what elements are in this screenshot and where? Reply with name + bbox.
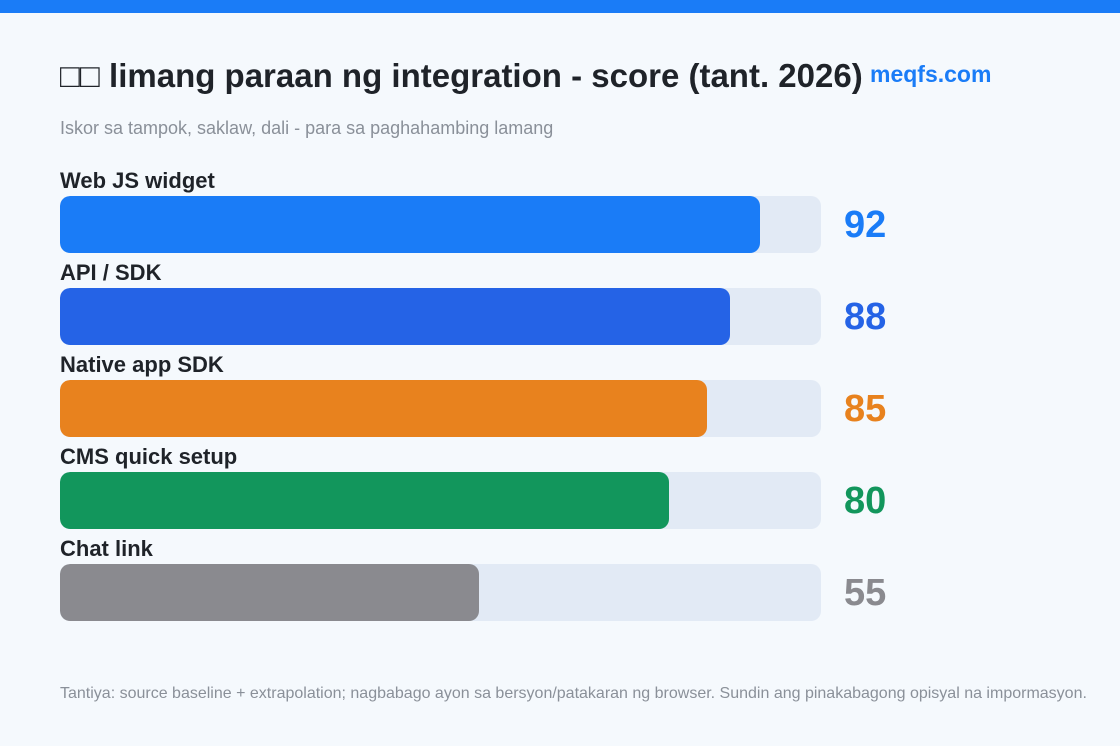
bar-cms-quick-setup xyxy=(60,472,669,529)
bar-row-api-sdk: API / SDK 88 xyxy=(60,260,960,352)
bar-row-cms-quick-setup: CMS quick setup 80 xyxy=(60,444,960,536)
bar-track xyxy=(60,564,821,621)
category-label: Web JS widget xyxy=(60,168,215,193)
bar-row-native-app-sdk: Native app SDK 85 xyxy=(60,352,960,444)
bar-track xyxy=(60,196,821,253)
top-accent-bar xyxy=(0,0,1120,13)
bar-native-app-sdk xyxy=(60,380,707,437)
bar-chat-link xyxy=(60,564,479,621)
data-label: 92 xyxy=(844,204,887,246)
category-label: Chat link xyxy=(60,536,153,561)
bar-track xyxy=(60,380,821,437)
chart-subtitle: Iskor sa tampok, saklaw, dali - para sa … xyxy=(60,118,554,138)
category-label: CMS quick setup xyxy=(60,444,238,469)
bar-web-js-widget xyxy=(60,196,760,253)
bar-row-chat-link: Chat link 55 xyxy=(60,536,960,628)
data-label: 85 xyxy=(844,388,887,430)
category-label: API / SDK xyxy=(60,260,162,285)
chart-title: □□ limang paraan ng integration - score … xyxy=(60,57,863,94)
bar-track xyxy=(60,472,821,529)
data-label: 80 xyxy=(844,480,887,522)
bar-row-web-js-widget: Web JS widget 92 xyxy=(60,168,960,260)
data-label: 88 xyxy=(844,296,887,338)
site-watermark: meqfs.com xyxy=(870,61,992,87)
data-label: 55 xyxy=(844,572,887,614)
bar-track xyxy=(60,288,821,345)
bar-api-sdk xyxy=(60,288,730,345)
footnote: Tantiya: source baseline + extrapolation… xyxy=(60,685,1087,702)
category-label: Native app SDK xyxy=(60,352,224,377)
